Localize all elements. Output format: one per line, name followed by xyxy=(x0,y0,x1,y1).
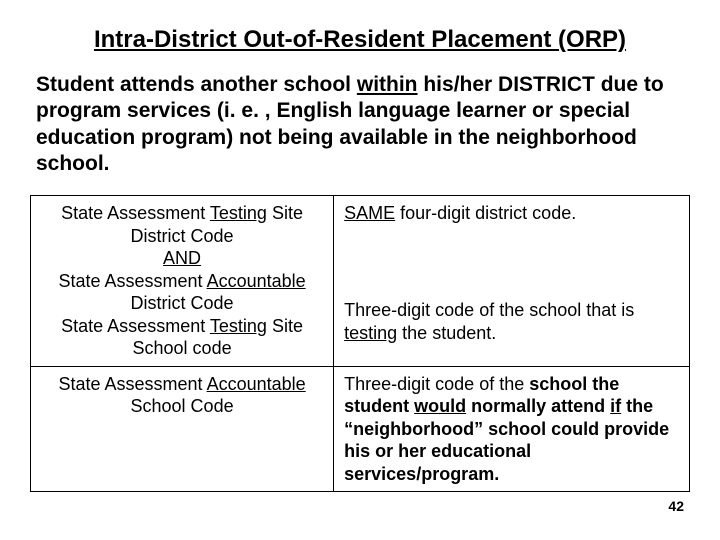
slide-title: Intra-District Out-of-Resident Placement… xyxy=(30,26,690,54)
txt: AND xyxy=(163,248,201,268)
cell-right-accountable-school: Three-digit code of the school the stude… xyxy=(334,366,690,492)
txt: Site xyxy=(267,203,303,223)
spacer xyxy=(344,241,679,299)
txt: normally attend xyxy=(466,396,610,416)
txt: Accountable xyxy=(207,374,306,394)
cell-right-district: SAME four-digit district code. xyxy=(334,196,690,236)
txt: would xyxy=(414,396,466,416)
slide: Intra-District Out-of-Resident Placement… xyxy=(0,0,720,524)
txt: State Assessment xyxy=(58,374,206,394)
intro-pre: Student attends another school xyxy=(36,73,357,96)
txt: SAME xyxy=(344,203,395,223)
txt: School code xyxy=(133,338,232,358)
txt: four-digit district code. xyxy=(395,203,576,223)
txt: State Assessment xyxy=(58,271,206,291)
intro-paragraph: Student attends another school within hi… xyxy=(36,72,684,177)
txt: Testing xyxy=(210,203,267,223)
txt: if xyxy=(610,396,621,416)
codes-table: State Assessment Testing Site District C… xyxy=(30,195,690,492)
cell-right-testing-school: Three-digit code of the school that is t… xyxy=(334,235,690,366)
cell-left-accountable-school: State Assessment Accountable School Code xyxy=(31,366,334,492)
txt: District Code xyxy=(131,293,234,313)
intro-u: within xyxy=(357,73,418,96)
txt: Site xyxy=(267,316,303,336)
page-number: 42 xyxy=(30,492,690,514)
txt: testing xyxy=(344,323,397,343)
txt: Testing xyxy=(210,316,267,336)
cell-left-district: State Assessment Testing Site District C… xyxy=(31,196,334,367)
txt: the student. xyxy=(397,323,496,343)
txt: State Assessment xyxy=(61,316,210,336)
txt: District Code xyxy=(131,226,234,246)
txt: Three-digit code of the school that is xyxy=(344,300,634,320)
txt: Three-digit code of the xyxy=(344,374,529,394)
table-row: State Assessment Accountable School Code… xyxy=(31,366,690,492)
table-row: State Assessment Testing Site District C… xyxy=(31,196,690,236)
txt: State Assessment xyxy=(61,203,210,223)
txt: School Code xyxy=(131,396,234,416)
txt: Accountable xyxy=(207,271,306,291)
